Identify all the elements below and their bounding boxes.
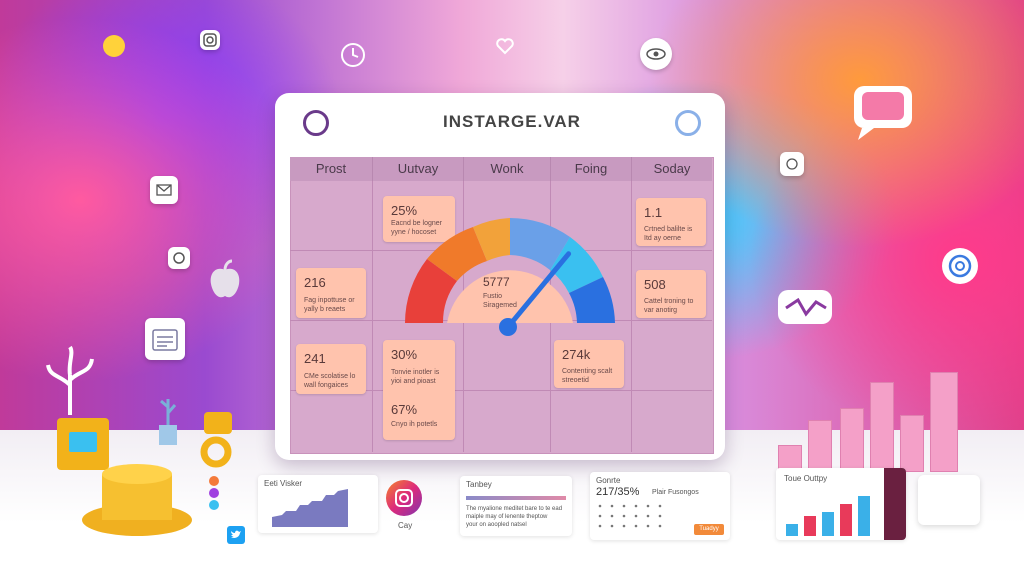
card-value: 1.1 bbox=[644, 205, 663, 220]
twitter-icon[interactable] bbox=[227, 526, 245, 544]
small-plant bbox=[155, 395, 181, 445]
stat-card[interactable]: 216 Fag inpottuse or yally b reaets bbox=[296, 268, 366, 318]
instagram-icon[interactable] bbox=[200, 30, 220, 50]
sparkline-chart bbox=[272, 489, 348, 527]
window-left-circle[interactable] bbox=[303, 110, 329, 136]
clock-small-icon[interactable] bbox=[780, 152, 804, 176]
card-caption: wall fongaices bbox=[304, 382, 348, 389]
stat-card[interactable]: 274k Contenting scalt streoetid bbox=[554, 340, 624, 388]
bar-3d bbox=[900, 415, 924, 472]
chat-bubble-icon bbox=[848, 80, 920, 142]
camera-icon[interactable] bbox=[168, 247, 190, 269]
card-caption: yally b reaets bbox=[304, 306, 346, 313]
heart-icon bbox=[495, 36, 515, 56]
column-header[interactable]: Soday bbox=[632, 157, 712, 181]
window-title: INSTARGE.VAR bbox=[443, 112, 581, 131]
progress-bar bbox=[466, 496, 566, 500]
plant-decoration bbox=[40, 345, 100, 415]
gauge-hub bbox=[499, 318, 517, 336]
panel-stat-label: Plair Fusongos bbox=[652, 489, 699, 496]
bar-chart-panel[interactable]: Toue Outtpy bbox=[776, 468, 906, 540]
calendar-panel[interactable]: Gonrte 217/35% Plair Fusongos Tuadyy bbox=[590, 472, 730, 540]
panel-stat: 217/35% bbox=[596, 486, 640, 498]
column-header[interactable]: Foing bbox=[551, 157, 632, 181]
card-caption: Contenting scalt bbox=[562, 368, 613, 375]
card-caption: Fag inpottuse or bbox=[304, 297, 355, 304]
card-caption: Crtned balilte is bbox=[644, 226, 693, 233]
eye-icon bbox=[640, 38, 672, 70]
card-caption: yyne / hocoset bbox=[391, 229, 437, 236]
column-header[interactable]: Wonk bbox=[464, 157, 551, 181]
card-caption: var anotirg bbox=[644, 307, 678, 314]
target-icon bbox=[942, 248, 978, 284]
gauge-value: 5777 bbox=[483, 275, 510, 289]
bar-3d bbox=[930, 372, 958, 472]
stat-card[interactable]: 1.1 Crtned balilte is Itd ay oerne bbox=[636, 198, 706, 246]
heartbeat-bubble-icon bbox=[776, 288, 836, 334]
yellow-figure bbox=[198, 410, 238, 468]
column-header[interactable]: Uutvay bbox=[373, 157, 464, 181]
grid-divider bbox=[290, 390, 712, 391]
card-caption: yioi and pioast bbox=[391, 378, 436, 385]
panel-line: your on aoopled natsel bbox=[466, 522, 527, 528]
mail-icon[interactable] bbox=[150, 176, 178, 204]
sparkline-panel[interactable]: Eeti Visker bbox=[258, 475, 378, 533]
stat-card[interactable]: 25% Eacnd be logner yyne / hocoset bbox=[383, 196, 455, 242]
card-value: 508 bbox=[644, 277, 666, 292]
panel-title: Toue Outtpy bbox=[784, 474, 828, 483]
card-caption: streoetid bbox=[562, 377, 589, 384]
instagram-label: Cay bbox=[398, 521, 413, 530]
column-header[interactable]: Prost bbox=[290, 157, 373, 181]
bar-3d bbox=[808, 420, 832, 472]
card-caption: Cnyo ih potetls bbox=[391, 421, 438, 428]
panel-title: Eeti Visker bbox=[264, 479, 303, 488]
calendar-icon[interactable] bbox=[145, 318, 185, 360]
stat-card[interactable]: 241 CMe scolatise lo wall fongaices bbox=[296, 344, 366, 394]
panel-line: maiple may of lenente theptow bbox=[466, 514, 548, 520]
card-value: 216 bbox=[304, 275, 326, 290]
panel-title: Gonrte bbox=[596, 476, 621, 485]
yellow-box bbox=[57, 418, 109, 470]
engagement-gauge bbox=[405, 218, 615, 336]
card-value: 30% bbox=[391, 347, 418, 362]
card-value: 274k bbox=[562, 347, 591, 362]
white-cube bbox=[918, 475, 980, 525]
card-caption: Eacnd be logner bbox=[391, 220, 442, 227]
card-caption: Tonvie inotler is bbox=[391, 369, 440, 376]
bar-3d bbox=[870, 382, 894, 472]
card-value: 25% bbox=[391, 203, 418, 218]
stat-card[interactable]: 508 Cattel troning to var anotirg bbox=[636, 270, 706, 318]
window-right-circle[interactable] bbox=[675, 110, 701, 136]
grid-divider bbox=[631, 181, 632, 452]
gauge-label: Fustio bbox=[483, 293, 503, 300]
bead-stack bbox=[208, 475, 220, 511]
grid-divider bbox=[372, 181, 373, 452]
card-caption: CMe scolatise lo bbox=[304, 373, 356, 380]
text-panel[interactable]: Tanbey The myalione meditet bare to te e… bbox=[460, 476, 572, 536]
gauge-label: Siragemed bbox=[483, 302, 517, 309]
panel-line: The myalione meditet bare to te ead bbox=[466, 506, 563, 512]
panel-action-button[interactable]: Tuadyy bbox=[694, 524, 724, 535]
instagram-icon[interactable] bbox=[386, 480, 422, 516]
clock-icon bbox=[338, 40, 368, 70]
card-caption: Itd ay oerne bbox=[644, 235, 681, 242]
gauge-needle bbox=[505, 251, 572, 330]
apple-icon bbox=[205, 258, 245, 302]
panel-side-strip bbox=[884, 468, 906, 540]
sun-dot bbox=[103, 35, 125, 57]
panel-title: Tanbey bbox=[466, 480, 492, 489]
card-value: 241 bbox=[304, 351, 326, 366]
stat-card[interactable]: 30% Tonvie inotler is yioi and pioast 67… bbox=[383, 340, 455, 440]
card-value: 67% bbox=[391, 402, 418, 417]
mini-calendar bbox=[598, 504, 662, 528]
yellow-pedestal bbox=[82, 462, 192, 536]
bar-3d bbox=[840, 408, 864, 472]
card-caption: Cattel troning to bbox=[644, 298, 694, 305]
mini-bar-chart bbox=[786, 496, 870, 536]
